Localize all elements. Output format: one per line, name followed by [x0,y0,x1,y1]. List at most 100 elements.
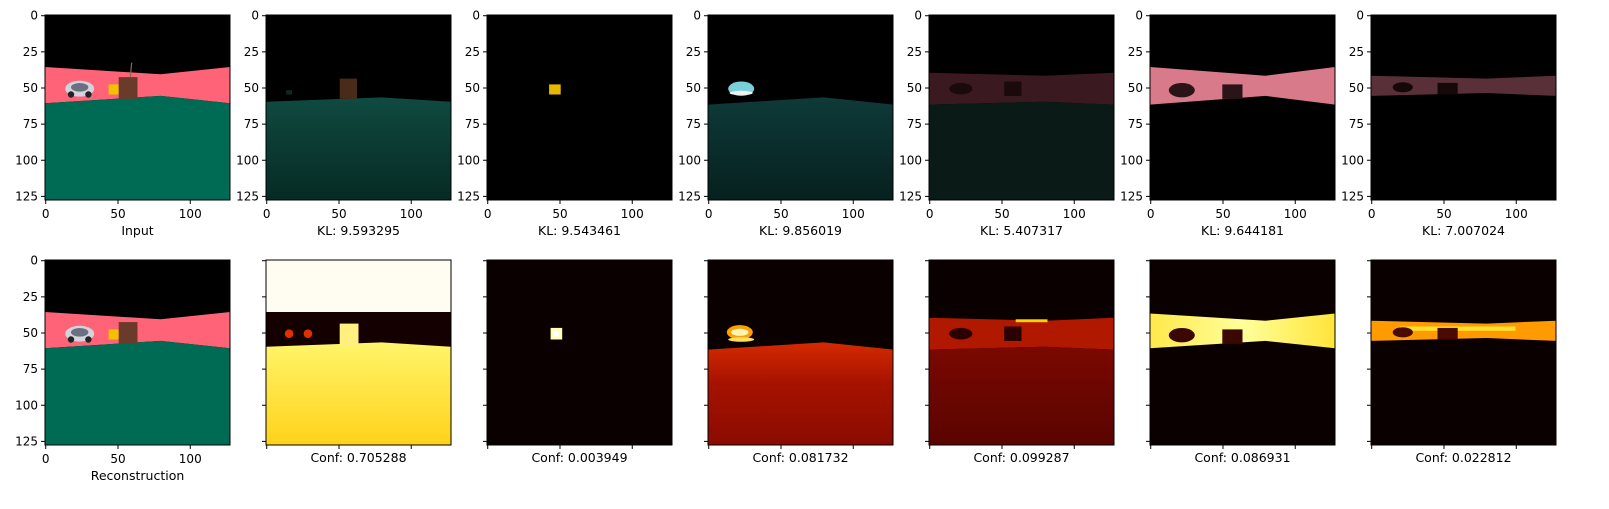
y-tick-label: 0 [1135,9,1143,23]
x-tick-label: 100 [1284,207,1307,221]
y-tick-label: 125 [678,189,701,203]
x-tick-label: 0 [1368,207,1376,221]
panel-components-0: 0 25 50 75 100 125 0 50 100 Input [15,9,231,238]
y-tick-label: 75 [686,117,701,131]
y-tick-label: 125 [1120,189,1143,203]
y-tick-label: 25 [23,45,38,59]
axes-frame [44,259,231,446]
box-shadow [1437,327,1458,340]
car-wheel [67,91,75,98]
object-core [553,330,560,337]
axes-frame [1370,259,1557,446]
panel-masks-5: Conf: 0.086931 [1146,259,1336,465]
car-window [71,83,89,92]
brown-box [118,322,138,344]
y-tick-label: 50 [1128,81,1143,95]
axes-frame [1149,259,1336,446]
y-tick-label: 125 [899,189,922,203]
car-spot [303,329,313,339]
y-tick-label: 100 [15,153,38,167]
axes-frame [1370,14,1557,201]
y-tick-label: 100 [678,153,701,167]
x-tick-label: 50 [773,207,788,221]
y-tick-label: 125 [457,189,480,203]
x-tick-label: 0 [1147,207,1155,221]
car-window [71,328,89,337]
y-tick-label: 75 [23,362,38,376]
panel-label: Conf: 0.003949 [531,450,627,465]
y-tick-label: 0 [914,9,922,23]
yellow-object [108,329,119,340]
x-tick-label: 50 [1215,207,1230,221]
road-band [1371,75,1556,96]
x-tick-label: 50 [331,207,346,221]
ground-region [266,342,451,445]
car-shadow [1392,82,1413,93]
panel-label: KL: 9.593295 [317,223,400,238]
panel-label: Conf: 0.086931 [1194,450,1290,465]
y-tick-label: 100 [899,153,922,167]
y-tick-label: 75 [1349,117,1364,131]
panel-masks-0: 0 25 50 75 100 125 0 50 100 Reconstruction [15,254,231,483]
x-tick-label: 100 [1505,207,1528,221]
brown-box [118,77,138,99]
y-tick-label: 75 [244,117,259,131]
x-tick-label: 100 [400,207,423,221]
image-background [487,260,672,445]
ground-region [929,101,1114,200]
car-wheel [85,91,92,98]
axes-frame [707,14,894,201]
y-tick-label: 100 [236,153,259,167]
image-background [1150,260,1335,445]
panel-masks-4: Conf: 0.099287 [925,259,1115,465]
y-tick-label: 75 [907,117,922,131]
car-highlight [728,337,755,342]
car-core [731,328,749,336]
y-tick-label: 0 [1356,9,1364,23]
ground-region [45,95,230,200]
panel-label: Conf: 0.099287 [973,450,1069,465]
x-tick-label: 100 [621,207,644,221]
y-tick-label: 0 [472,9,480,23]
box-shadow [1004,326,1022,341]
panel-label: Conf: 0.081732 [752,450,848,465]
ground-region [708,97,893,200]
ground-region [708,342,893,445]
panel-masks-2: Conf: 0.003949 [483,259,673,465]
x-tick-label: 100 [842,207,865,221]
x-tick-label: 50 [994,207,1009,221]
car-shadow [949,327,973,340]
x-tick-label: 0 [42,207,50,221]
panel-label: KL: 9.856019 [759,223,842,238]
image-background [1371,15,1556,200]
y-tick-label: 0 [30,254,38,268]
y-tick-label: 125 [1341,189,1364,203]
x-tick-label: 0 [263,207,271,221]
y-tick-label: 100 [1120,153,1143,167]
image-background [1371,260,1556,445]
y-tick-label: 75 [1128,117,1143,131]
y-tick-label: 100 [457,153,480,167]
panel-label: KL: 7.007024 [1422,223,1505,238]
box-shadow [1222,329,1243,344]
car-spot [284,329,294,339]
panel-label: KL: 9.644181 [1201,223,1284,238]
box-shadow [339,78,357,99]
y-tick-label: 50 [907,81,922,95]
y-tick-label: 125 [15,189,38,203]
panel-label: Conf: 0.705288 [310,450,406,465]
x-tick-label: 50 [552,207,567,221]
car-shadow [949,82,973,95]
y-tick-label: 25 [1349,45,1364,59]
image-background [487,15,672,200]
y-tick-label: 0 [693,9,701,23]
yellow-object [549,84,561,95]
panel-label: KL: 5.407317 [980,223,1063,238]
panel-masks-6: Conf: 0.022812 [1367,259,1557,465]
axes-frame [265,259,452,446]
car-shadow [286,90,292,95]
x-tick-label: 100 [179,452,202,466]
